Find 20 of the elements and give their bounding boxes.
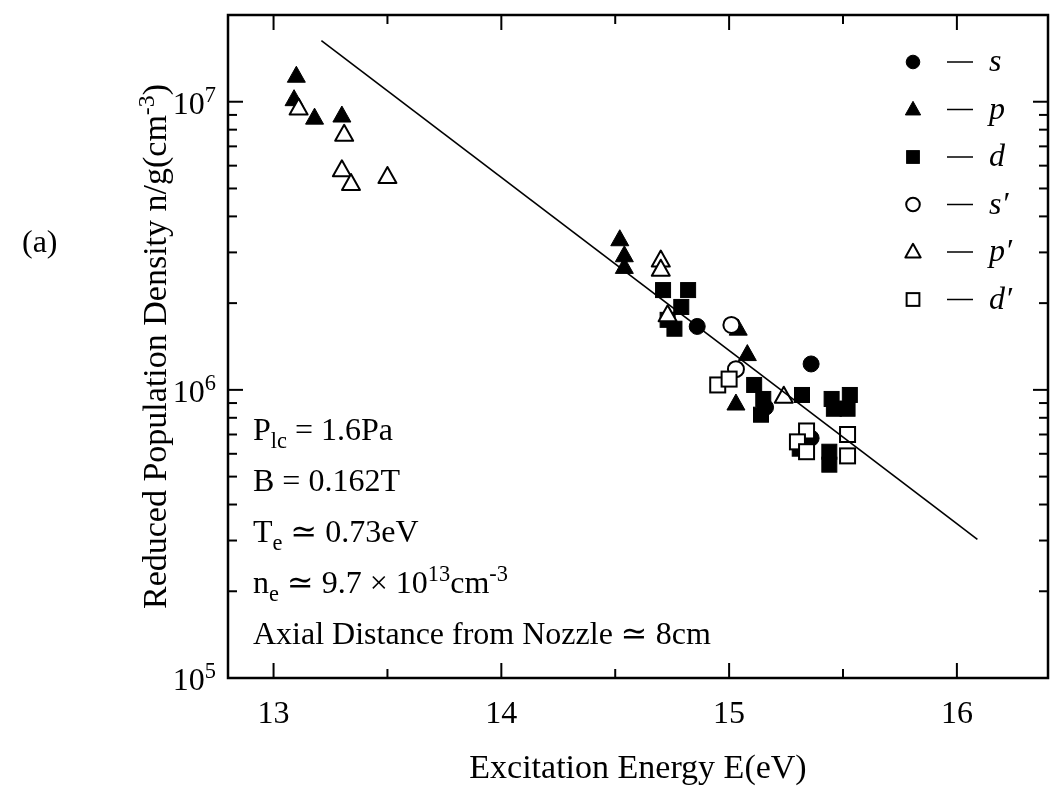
x-tick-label: 15 — [713, 694, 746, 730]
x-tick-label: 13 — [257, 694, 290, 730]
annotation: B = 0.162T — [253, 462, 401, 498]
y-tick-label: 10$^{6}$ — [172, 369, 216, 409]
legend-label: p′ — [987, 232, 1013, 268]
annotation: n$_{e}$ ≃ 9.7 × 10$^{13}$cm$^{-3}$ — [253, 561, 508, 606]
annotation: P$_{lc}$ = 1.6Pa — [253, 411, 394, 453]
text: (a) — [22, 223, 58, 259]
x-tick-label: 16 — [940, 694, 973, 730]
annotation: T$_{e}$ ≃ 0.73eV — [253, 513, 419, 555]
x-tick-label: 14 — [485, 694, 518, 730]
legend-label: d — [989, 137, 1006, 173]
legend-label: s′ — [989, 184, 1010, 221]
y-tick-label: 10$^{5}$ — [172, 658, 216, 697]
y-tick-label: 10$^{7}$ — [172, 81, 216, 121]
legend-label: d′ — [989, 279, 1013, 316]
legend-label: s — [989, 42, 1002, 78]
annotation: Axial Distance from Nozzle ≃ 8cm — [253, 615, 711, 651]
x-axis-title: Excitation Energy E(eV) — [469, 748, 807, 786]
legend-label: p — [987, 89, 1005, 126]
